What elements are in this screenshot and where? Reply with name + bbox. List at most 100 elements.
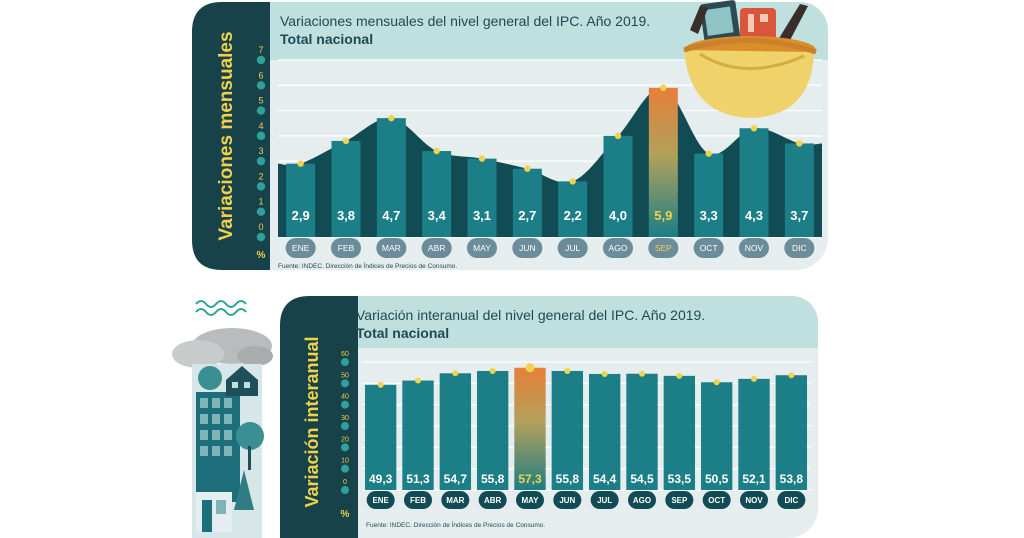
monthly-value-label: 2,9: [292, 208, 310, 223]
monthly-point-ago: [614, 132, 622, 140]
annual-ytick-dot: [341, 358, 349, 366]
monthly-point-abr: [433, 147, 440, 155]
monthly-point-mar: [388, 114, 395, 122]
monthly-point-sep: [660, 84, 667, 92]
monthly-value-labels: 2,9 3,8 4,7 3,4 3,1 2,7 2,2 4,0 5,9 3,3 4,3 3,7: [292, 208, 809, 223]
monthly-ytick-label: 7: [258, 45, 263, 55]
annual-bar-abr: [476, 370, 509, 490]
monthly-ylabel: Variaciones mensuales: [216, 31, 237, 240]
monthly-bar-abr: [422, 151, 452, 237]
annual-point-jul: [601, 370, 608, 377]
monthly-month-label: ABR: [428, 243, 445, 253]
annual-ytick-label: 10: [341, 458, 349, 465]
annual-ytick-label: 20: [341, 436, 349, 443]
monthly-value-label: 3,7: [790, 208, 808, 223]
monthly-ytick-label: 6: [258, 70, 263, 80]
annual-value-label: 51,3: [406, 472, 430, 486]
monthly-ytick-dot: [256, 106, 266, 115]
annual-month-pill: [740, 491, 768, 509]
annual-bar-oct: [700, 382, 733, 490]
annual-value-label: 54,7: [444, 472, 468, 486]
monthly-point-feb: [342, 137, 350, 145]
monthly-bar-may: [467, 158, 497, 237]
annual-value-label: 49,3: [369, 472, 393, 486]
annual-bar-ene: [364, 384, 397, 490]
annual-month-label: AGO: [633, 496, 651, 505]
monthly-bar-ago: [603, 135, 633, 237]
annual-value-label: 53,8: [780, 472, 804, 486]
annual-month-pill: [553, 491, 582, 509]
monthly-month-label: AGO: [609, 243, 628, 253]
monthly-point-may: [478, 155, 486, 162]
annual-chart-panel: Variación interanual Variación interanua…: [280, 296, 818, 538]
annual-month-label: FEB: [410, 496, 426, 505]
annual-bar-may: [514, 367, 546, 490]
monthly-value-label: 3,3: [700, 208, 718, 223]
annual-bar-nov: [738, 378, 770, 490]
annual-month-label: MAR: [446, 496, 464, 505]
annual-y-axis: 0 10 20 30 40 50 60%: [341, 351, 350, 520]
monthly-value-label: 5,9: [654, 208, 672, 223]
monthly-source-note: Fuente: INDEC. Dirección de Índices de P…: [278, 261, 457, 270]
monthly-bar-oct: [694, 153, 724, 237]
annual-point-ago: [639, 370, 645, 377]
annual-value-label: 55,8: [556, 472, 580, 486]
annual-month-pill: [590, 491, 619, 509]
annual-point-feb: [415, 377, 421, 384]
monthly-bar-dic: [784, 143, 814, 237]
annual-ylabel: Variación interanual: [302, 336, 322, 507]
monthly-month-pill: [467, 238, 497, 258]
monthly-month-pill: [739, 238, 769, 258]
monthly-month-label: DIC: [792, 243, 807, 253]
monthly-ytick-dot: [256, 81, 266, 90]
monthly-month-label: ENE: [292, 243, 310, 253]
annual-value-label: 54,5: [630, 472, 654, 486]
annual-value-label: 52,1: [742, 472, 766, 486]
annual-unit-label: %: [341, 509, 350, 520]
monthly-bar-sep: [648, 87, 678, 237]
annual-month-pill: [366, 491, 395, 509]
monthly-point-dic: [796, 140, 803, 147]
annual-bar-feb: [402, 380, 434, 490]
annual-value-label: 53,5: [668, 472, 692, 486]
annual-subtitle: Total nacional: [356, 325, 449, 341]
monthly-ytick-dot: [256, 182, 266, 191]
annual-point-oct: [713, 379, 720, 386]
monthly-month-pill: [784, 238, 815, 258]
monthly-point-oct: [705, 150, 712, 157]
annual-ytick-label: 50: [341, 372, 349, 379]
monthly-value-label: 2,2: [564, 208, 582, 223]
annual-ytick-dot: [341, 486, 349, 494]
annual-point-may: [525, 363, 535, 373]
annual-point-jun: [564, 367, 571, 374]
shopping-basket-illustration: [683, 0, 817, 118]
annual-sidebar: [280, 296, 358, 538]
annual-title: Variación interanual del nivel general d…: [356, 307, 705, 323]
monthly-month-label: JUL: [565, 243, 580, 253]
monthly-month-pill: [421, 238, 452, 258]
monthly-month-pill: [331, 238, 361, 258]
annual-ytick-label: 60: [341, 351, 349, 358]
monthly-value-label: 3,4: [428, 208, 447, 223]
monthly-bar-jun: [512, 168, 542, 237]
annual-point-dic: [788, 372, 795, 379]
monthly-ytick-label: 4: [258, 121, 263, 131]
monthly-area-fill: [278, 87, 822, 238]
annual-value-labels: 49,3 51,3 54,7 55,8 57,3 55,8 54,4 54,5 53,5 50,5…: [369, 472, 803, 486]
annual-month-label: ABR: [484, 496, 502, 505]
monthly-bar-nov: [739, 128, 769, 237]
annual-month-label: MAY: [521, 496, 539, 505]
monthly-ytick-label: 5: [258, 96, 263, 106]
monthly-month-pill: [285, 238, 316, 258]
monthly-bar-ene: [286, 163, 316, 237]
annual-ytick-dot: [341, 400, 349, 409]
annual-month-label: ENE: [372, 496, 389, 505]
monthly-bars: [286, 84, 814, 237]
annual-value-label: 54,4: [593, 472, 617, 486]
monthly-sidebar: [192, 2, 270, 270]
annual-ytick-label: 30: [341, 415, 349, 422]
monthly-ytick-label: 0: [258, 222, 263, 232]
annual-month-pill: [702, 491, 731, 509]
monthly-unit-label: %: [257, 250, 266, 261]
monthly-value-label: 4,3: [745, 208, 763, 223]
